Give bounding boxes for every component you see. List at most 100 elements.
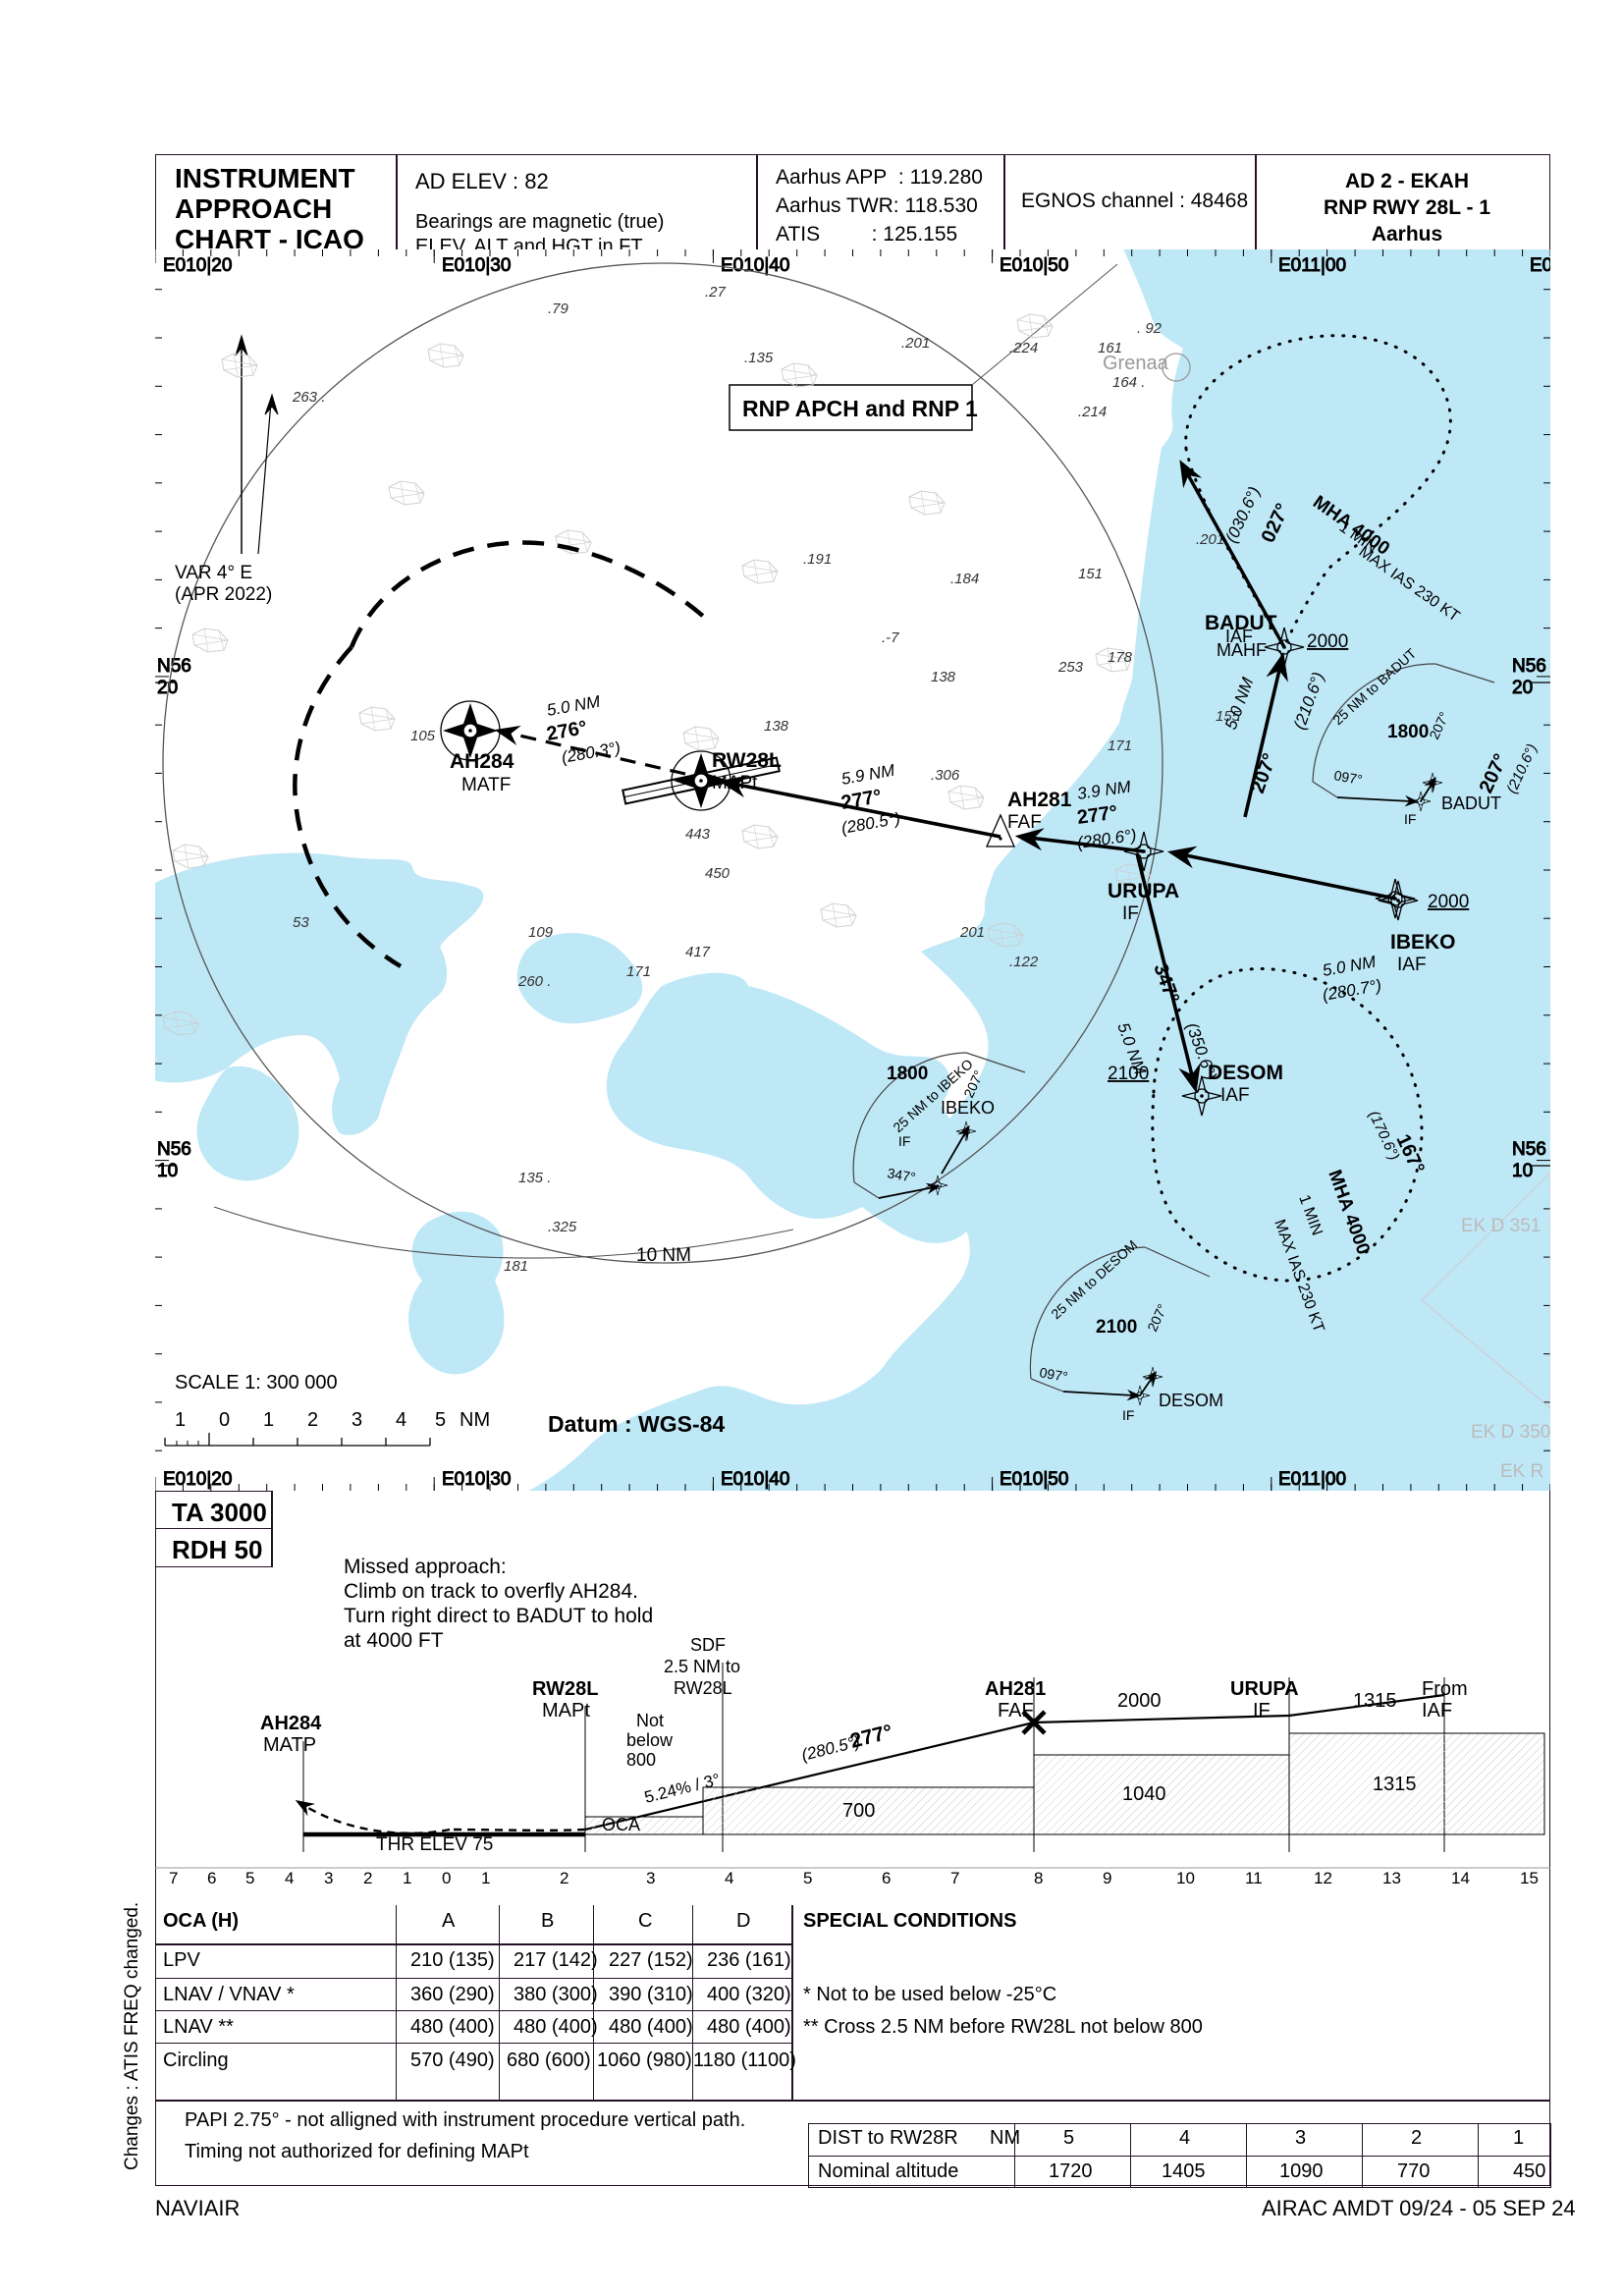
svg-text:.201: .201 [901,335,930,352]
svg-text:443: 443 [685,826,711,843]
svg-text:1315: 1315 [1353,1690,1397,1712]
svg-text:N56: N56 [1512,656,1546,677]
svg-text:EK D 350: EK D 350 [1471,1422,1550,1443]
svg-text:6: 6 [207,1869,216,1887]
svg-text:164 .: 164 . [1112,374,1145,391]
svg-text:MAPt: MAPt [712,773,758,793]
svg-text:700: 700 [842,1800,875,1822]
svg-text:IF: IF [1404,811,1416,827]
svg-text:RW28L: RW28L [674,1678,732,1698]
svg-text:SDF: SDF [690,1635,726,1655]
svg-text:E011|1: E011|1 [1530,255,1550,276]
svg-text:E010|20: E010|20 [163,255,232,276]
svg-text:151: 151 [1078,566,1103,582]
svg-text:2100: 2100 [1108,1064,1149,1084]
svg-text:1040: 1040 [1122,1783,1166,1805]
svg-text:20: 20 [1512,678,1533,698]
svg-text:.184: .184 [950,571,979,587]
svg-text:MAHF: MAHF [1217,640,1267,660]
svg-text:MATP: MATP [263,1734,316,1756]
svg-text:0: 0 [219,1409,230,1431]
svg-text:N56: N56 [157,1139,191,1160]
svg-text:4: 4 [285,1869,294,1887]
svg-text:RW28L: RW28L [712,749,782,772]
svg-text:E010|20: E010|20 [163,1469,232,1490]
svg-text:E010|50: E010|50 [1000,255,1068,276]
svg-text:4: 4 [396,1409,406,1431]
svg-text:OCA: OCA [602,1815,640,1834]
svg-text:1: 1 [481,1869,490,1887]
svg-text:10 NM: 10 NM [636,1245,691,1266]
svg-text:IF: IF [1122,903,1139,924]
svg-text:0: 0 [442,1869,451,1887]
svg-text:E010|30: E010|30 [442,1469,511,1490]
svg-text:NM: NM [460,1409,490,1431]
svg-text:AH281: AH281 [985,1678,1046,1700]
svg-text:.79: .79 [548,301,569,317]
svg-text:.135: .135 [744,350,774,366]
svg-text:E011|00: E011|00 [1278,1469,1346,1490]
svg-text:4: 4 [725,1869,733,1887]
svg-text:Not: Not [636,1711,664,1730]
svg-text:DESOM: DESOM [1159,1391,1223,1410]
svg-text:13: 13 [1382,1869,1401,1887]
svg-text:5: 5 [435,1409,446,1431]
svg-text:FAF: FAF [1007,812,1042,833]
svg-text:135 .: 135 . [518,1170,551,1186]
svg-text:2: 2 [560,1869,568,1887]
svg-text:IAF: IAF [1220,1085,1250,1106]
svg-text:15: 15 [1520,1869,1539,1887]
svg-text:Datum : WGS-84: Datum : WGS-84 [548,1411,725,1437]
svg-text:12: 12 [1314,1869,1332,1887]
svg-text:2.5 NM to: 2.5 NM to [664,1657,740,1676]
svg-text:5: 5 [245,1869,254,1887]
svg-text:2: 2 [307,1409,318,1431]
svg-text:417: 417 [685,944,711,960]
svg-text:AH284: AH284 [260,1713,322,1734]
svg-text:7: 7 [169,1869,178,1887]
svg-text:E011|00: E011|00 [1278,255,1346,276]
svg-text:IF: IF [1253,1700,1271,1722]
svg-text:178: 178 [1108,649,1133,666]
svg-text:800: 800 [626,1750,656,1770]
svg-text:277°: 277° [848,1721,895,1753]
svg-text:.306: .306 [931,767,960,784]
svg-text:263 .: 263 . [292,389,325,406]
svg-text:. 92: . 92 [1137,320,1163,337]
svg-text:E010|50: E010|50 [1000,1469,1068,1490]
svg-text:109: 109 [528,924,554,941]
svg-text:IBEKO: IBEKO [941,1098,995,1118]
svg-text:MAPt: MAPt [542,1700,590,1722]
svg-text:3: 3 [352,1409,362,1431]
svg-text:IBEKO: IBEKO [1390,931,1456,954]
svg-text:8: 8 [1034,1869,1043,1887]
svg-text:5: 5 [803,1869,812,1887]
svg-text:1: 1 [175,1409,186,1431]
svg-text:N56: N56 [1512,1139,1546,1160]
svg-text:IF: IF [1122,1407,1134,1423]
svg-text:E010|30: E010|30 [442,255,511,276]
svg-text:10: 10 [1176,1869,1195,1887]
svg-text:URUPA: URUPA [1108,880,1179,902]
svg-text:IF: IF [898,1133,910,1149]
svg-text:14: 14 [1451,1869,1470,1887]
svg-text:171: 171 [626,963,651,980]
svg-text:RW28L: RW28L [532,1678,598,1700]
svg-text:11: 11 [1245,1869,1263,1887]
svg-text:THR ELEV 75: THR ELEV 75 [376,1834,493,1855]
svg-text:VAR 4° E: VAR 4° E [175,563,252,583]
svg-text:1: 1 [403,1869,411,1887]
svg-text:.224: .224 [1009,340,1038,356]
svg-text:253: 253 [1057,659,1084,676]
svg-text:1: 1 [263,1409,274,1431]
svg-text:BADUT: BADUT [1441,793,1501,813]
svg-text:MATF: MATF [461,775,511,795]
svg-text:3: 3 [324,1869,333,1887]
svg-text:E010|40: E010|40 [721,1469,789,1490]
svg-text:161: 161 [1098,340,1122,356]
svg-text:(APR 2022): (APR 2022) [175,584,272,605]
svg-text:53: 53 [293,914,309,931]
svg-text:.191: .191 [803,551,832,568]
svg-text:138: 138 [764,718,789,735]
svg-text:.-7: .-7 [882,629,899,646]
